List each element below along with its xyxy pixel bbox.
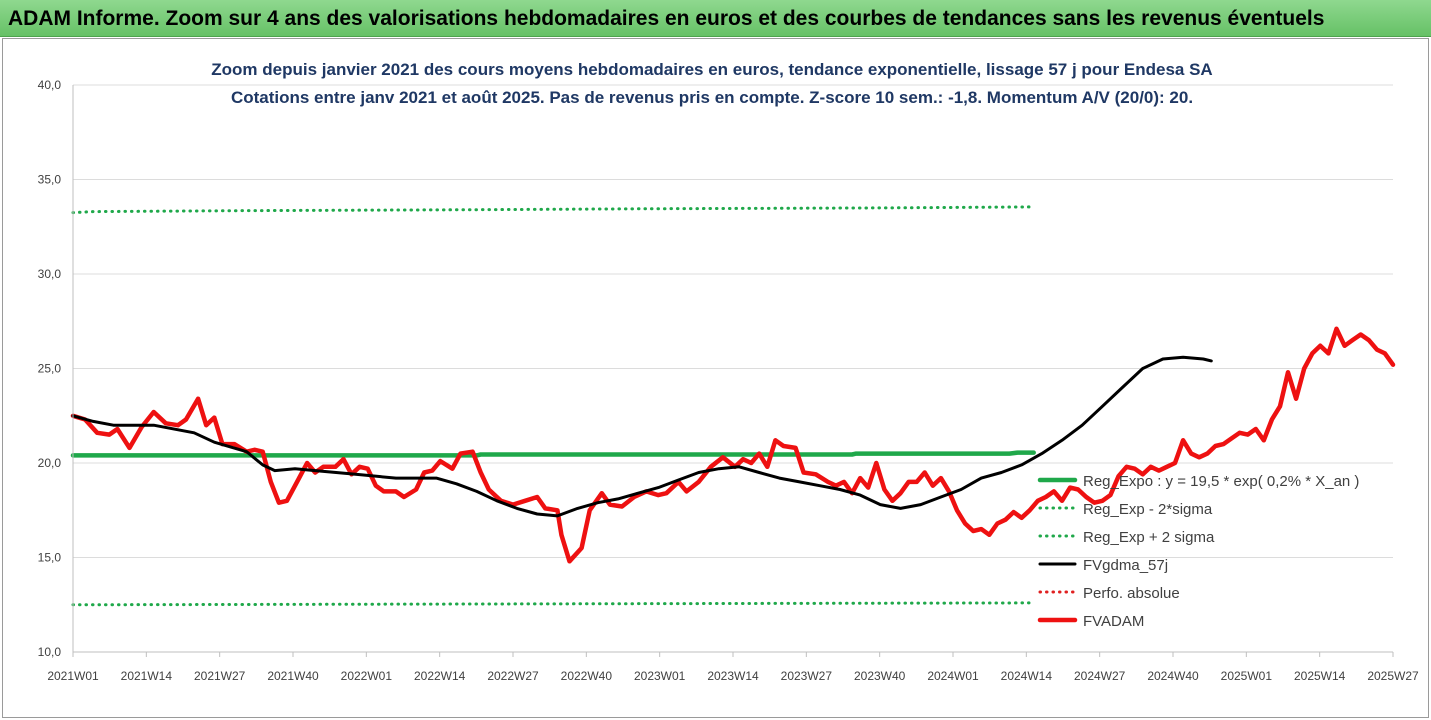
x-tick-label: 2021W14 <box>121 669 173 683</box>
legend-label: FVADAM <box>1083 613 1144 630</box>
legend-label: Perfo. absolue <box>1083 585 1180 602</box>
x-tick-label: 2023W01 <box>634 669 686 683</box>
chart-axes: 10,0 15,0 20,0 25,0 30,0 35,0 40,0 2021W01 2021W… <box>38 78 1419 683</box>
chart-series <box>70 205 1396 607</box>
x-tick-label: 2022W14 <box>414 669 466 683</box>
y-tick-label: 35,0 <box>38 173 62 187</box>
chart-subtitle: Cotations entre janv 2021 et août 2025. … <box>231 88 1193 107</box>
chart-title: Zoom depuis janvier 2021 des cours moyen… <box>211 60 1212 79</box>
y-tick-label: 25,0 <box>38 362 62 376</box>
x-tick-label: 2024W01 <box>927 669 979 683</box>
x-tick-label: 2022W01 <box>341 669 393 683</box>
x-tick-label: 2021W40 <box>267 669 319 683</box>
y-tick-label: 15,0 <box>38 551 62 565</box>
chart-legend: Reg_Expo : y = 19,5 * exp( 0,2% * X_an )… <box>1037 473 1359 630</box>
y-tick-label: 30,0 <box>38 267 62 281</box>
report-banner-title: ADAM Informe. Zoom sur 4 ans des valoris… <box>0 0 1431 37</box>
legend-label: Reg_Exp - 2*sigma <box>1083 501 1213 518</box>
x-tick-label: 2023W27 <box>781 669 833 683</box>
chart-frame <box>2 38 1429 718</box>
x-tick-label: 2022W40 <box>561 669 613 683</box>
series-line <box>70 450 1036 458</box>
x-tick-label: 2025W27 <box>1367 669 1419 683</box>
y-tick-label: 10,0 <box>38 645 62 659</box>
series-line <box>70 326 1396 564</box>
x-tick-label: 2024W14 <box>1001 669 1053 683</box>
y-tick-label: 20,0 <box>38 456 62 470</box>
legend-label: Reg_Expo : y = 19,5 * exp( 0,2% * X_an ) <box>1083 473 1359 490</box>
gridlines <box>73 84 1393 653</box>
x-tick-label: 2025W14 <box>1294 669 1346 683</box>
series-line <box>71 601 1036 607</box>
x-tick-label: 2024W27 <box>1074 669 1126 683</box>
y-tick-label: 40,0 <box>38 78 62 92</box>
series-line <box>71 205 1036 215</box>
legend-label: Reg_Exp + 2 sigma <box>1083 529 1215 546</box>
x-tick-label: 2022W27 <box>487 669 539 683</box>
x-tick-label: 2021W27 <box>194 669 246 683</box>
x-tick-label: 2023W14 <box>707 669 759 683</box>
x-tick-label: 2024W40 <box>1147 669 1199 683</box>
series-line <box>71 355 1213 518</box>
x-tick-label: 2021W01 <box>47 669 99 683</box>
x-tick-label: 2023W40 <box>854 669 906 683</box>
x-tick-label: 2025W01 <box>1221 669 1273 683</box>
legend-label: FVgdma_57j <box>1083 557 1168 574</box>
